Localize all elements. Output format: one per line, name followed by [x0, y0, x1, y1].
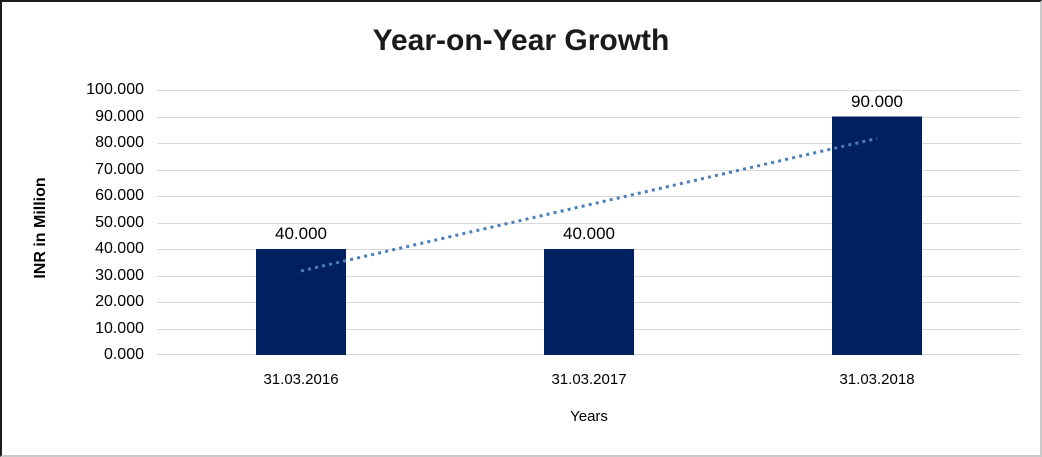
x-tick-label: 31.03.2016 [263, 371, 339, 388]
y-tick-label: 60.000 [95, 187, 144, 204]
x-tick-label: 31.03.2017 [551, 371, 627, 388]
y-axis-tick-labels: 0.000 10.000 20.000 30.000 40.000 50.000 60.00… [32, 81, 150, 363]
y-tick-label: 20.000 [95, 293, 144, 310]
bar-31.03.2018 [832, 116, 922, 355]
y-tick-label: 80.000 [95, 134, 144, 151]
x-axis-title: Years [570, 408, 608, 425]
y-tick-label: 40.000 [95, 240, 144, 257]
y-tick-label: 0.000 [103, 346, 144, 363]
y-tick-label: 30.000 [95, 266, 144, 284]
y-tick-label: 50.000 [95, 213, 144, 231]
chart-title: Year-on-Year Growth [372, 24, 670, 57]
plot-area [157, 90, 1021, 355]
y-tick-label: 100.000 [86, 81, 144, 98]
x-tick-label: 31.03.2018 [839, 371, 915, 388]
y-tick-label: 10.000 [95, 319, 144, 337]
trendline [300, 137, 878, 273]
bar-31.03.2016 [256, 249, 346, 355]
y-tick-label: 70.000 [95, 160, 144, 178]
x-axis-tick-labels: 31.03.2016 31.03.2017 31.03.2018 [157, 368, 1021, 390]
bar-31.03.2017 [544, 249, 634, 355]
plot-svg [157, 90, 1021, 355]
y-tick-label: 90.000 [95, 107, 144, 125]
